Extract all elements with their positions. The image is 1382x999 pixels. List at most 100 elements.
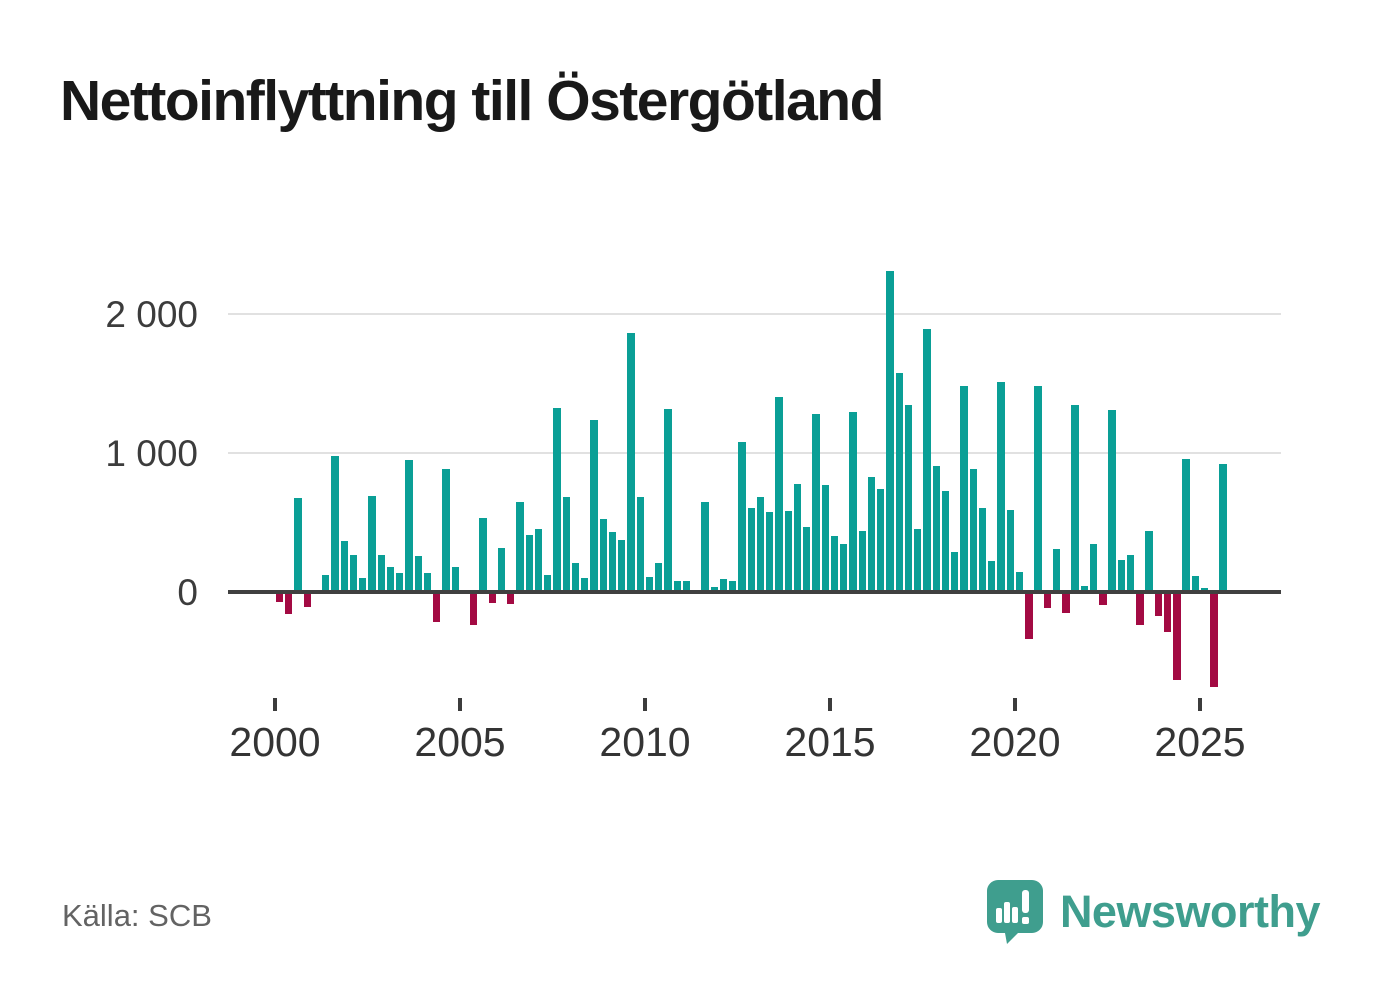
bar-2000-q33 (581, 577, 589, 591)
x-axis-tick-2025 (1198, 698, 1202, 711)
bar-2000-q93 (1136, 594, 1144, 626)
bar-2000-q48 (719, 578, 728, 591)
bar-2000-q44 (682, 580, 691, 591)
bar-2000-q98 (1182, 458, 1190, 591)
bar-2000-q14 (405, 459, 413, 591)
bar-2000-q43 (673, 581, 681, 591)
x-axis-tick-2010 (643, 698, 647, 711)
y-axis-label: 0 (177, 572, 198, 613)
bar-2000-q102 (1219, 464, 1227, 591)
bar-2000-q59 (821, 485, 829, 591)
bar-2000-q69 (914, 528, 922, 591)
bar-2000-q29 (544, 575, 552, 591)
gridline-y-1000 (228, 451, 1281, 454)
chart-title: Nettoinflyttning till Östergötland (60, 69, 884, 133)
bar-2000-q37 (618, 539, 626, 591)
bar-2000-q92 (1126, 555, 1135, 591)
bar-2000-q55 (784, 510, 792, 591)
bar-2000-q35 (599, 518, 607, 591)
bar-2000-q94 (1145, 530, 1153, 591)
bar-2000-q82 (1034, 385, 1042, 591)
bar-2000-q22 (479, 518, 487, 591)
bar-2000-q96 (1163, 594, 1172, 633)
bar-2000-q80 (1015, 571, 1024, 591)
bar-2000-q38 (627, 332, 635, 591)
gridline-y-2000 (228, 312, 1281, 315)
bar-2000-q74 (960, 385, 968, 591)
bar-2000-q31 (562, 497, 570, 591)
bar-2000-q58 (812, 413, 820, 591)
bar-2000-q19 (451, 567, 459, 591)
bar-2000-q27 (525, 534, 533, 591)
bar-2000-q50 (738, 441, 746, 591)
brand-lockup: Newsworthy (986, 874, 1321, 950)
bar-2000-q28 (534, 529, 543, 591)
x-axis-label-2015: 2015 (784, 719, 876, 765)
bar-2000-q9 (359, 577, 367, 591)
bar-2000-q73 (951, 552, 959, 591)
bar-2000-q70 (923, 329, 931, 591)
bar-2000-q54 (775, 396, 783, 591)
bar-2000-q23 (488, 594, 496, 603)
bar-2000-q79 (1006, 510, 1014, 591)
bar-2000-q75 (969, 468, 977, 591)
bar-2000-q47 (710, 586, 718, 591)
bar-2000-q61 (840, 544, 848, 591)
bar-2000-q53 (766, 511, 774, 591)
bar-2000-q81 (1025, 594, 1033, 639)
bar-2000-q83 (1043, 594, 1052, 608)
bar-2000-q17 (433, 594, 441, 623)
bar-2000-q5 (322, 575, 330, 591)
bar-2000-q18 (442, 469, 450, 591)
y-axis-label: 2 000 (105, 293, 198, 335)
bar-2000-q68 (904, 404, 913, 591)
bar-2000-q56 (793, 483, 802, 591)
bar-2000-q67 (895, 373, 903, 591)
bar-2000-q0 (275, 594, 284, 603)
bar-2000-q12 (386, 566, 395, 591)
bar-2000-q3 (303, 594, 311, 608)
bar-2000-q76 (978, 507, 987, 591)
bar-2000-q64 (867, 476, 876, 591)
bar-2000-q87 (1080, 586, 1089, 591)
bar-2000-q91 (1117, 560, 1126, 591)
bar-2000-q13 (396, 573, 404, 591)
bar-2000-q26 (516, 502, 524, 591)
x-axis-tick-2005 (458, 698, 462, 711)
bar-2000-q99 (1191, 576, 1200, 591)
bar-2000-q85 (1062, 594, 1070, 613)
bar-2000-q60 (830, 536, 839, 591)
bar-2000-q51 (747, 507, 755, 591)
bar-2000-q34 (590, 419, 598, 591)
x-axis-label-2000: 2000 (229, 719, 321, 765)
y-axis-label: 1 000 (105, 432, 198, 474)
bar-2000-q86 (1071, 404, 1079, 591)
bar-2000-q84 (1052, 549, 1061, 591)
bar-2000-q25 (507, 594, 515, 604)
bar-2000-q8 (349, 555, 358, 591)
bar-2000-q57 (803, 527, 811, 591)
bar-2000-q89 (1099, 594, 1107, 606)
bar-2000-q49 (729, 580, 737, 591)
bar-2000-q1 (285, 594, 293, 614)
x-axis-zero-line (228, 590, 1281, 594)
x-axis-label-2005: 2005 (414, 719, 506, 765)
bar-2000-q11 (377, 555, 385, 591)
bar-2000-q95 (1154, 594, 1163, 616)
bar-2000-q46 (701, 501, 709, 591)
x-axis-tick-2020 (1013, 698, 1017, 711)
newsworthy-speech-bubble-bar-chart-icon (986, 880, 1043, 944)
bar-2000-q66 (886, 271, 894, 591)
bar-2000-q2 (294, 497, 302, 591)
x-axis-tick-2000 (273, 698, 277, 711)
bar-2000-q78 (997, 381, 1005, 591)
bar-2000-q42 (664, 409, 672, 591)
bar-2000-q15 (414, 556, 422, 591)
bar-2000-q63 (858, 530, 866, 591)
bar-2000-q6 (331, 455, 339, 591)
bar-2000-q101 (1210, 594, 1218, 687)
bar-2000-q65 (877, 489, 885, 591)
bar-2000-q36 (608, 531, 617, 591)
x-axis-label-2025: 2025 (1154, 719, 1246, 765)
